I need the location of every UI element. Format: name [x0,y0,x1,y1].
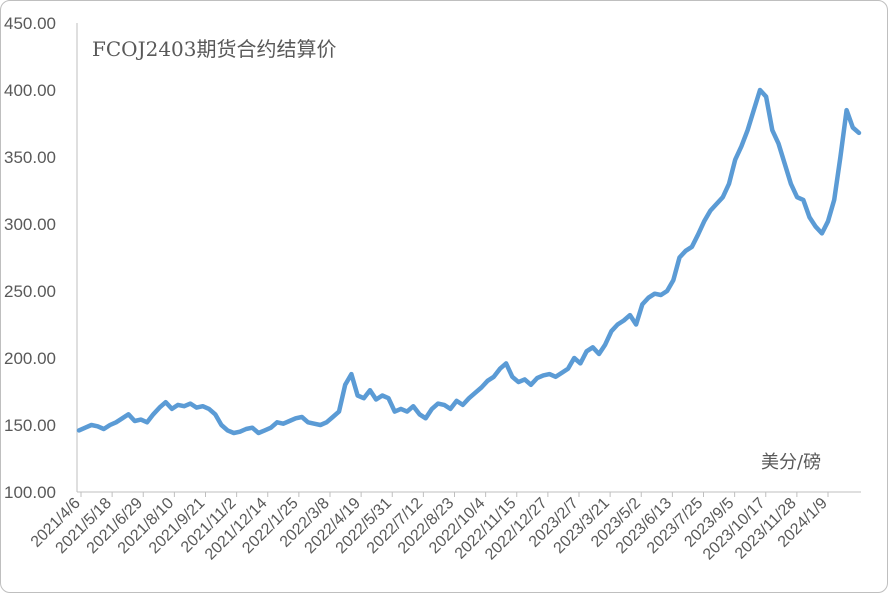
y-tick-label: 400.00 [4,81,56,100]
y-tick-label: 250.00 [4,282,56,301]
chart-title: FCOJ2403期货合约结算价 [92,37,337,61]
y-tick-label: 350.00 [4,148,56,167]
unit-label: 美分/磅 [761,452,821,473]
y-tick-label: 150.00 [4,416,56,435]
y-tick-label: 300.00 [4,215,56,234]
x-axis: 2021/4/62021/5/182021/6/292021/8/102021/… [28,491,861,563]
y-tick-label: 450.00 [4,14,56,33]
series-line [76,87,862,436]
y-tick-label: 200.00 [4,349,56,368]
y-axis: 100.00 150.00 200.00 250.00 300.00 350.00 400.… [4,14,78,502]
y-tick-label: 100.00 [4,483,56,502]
